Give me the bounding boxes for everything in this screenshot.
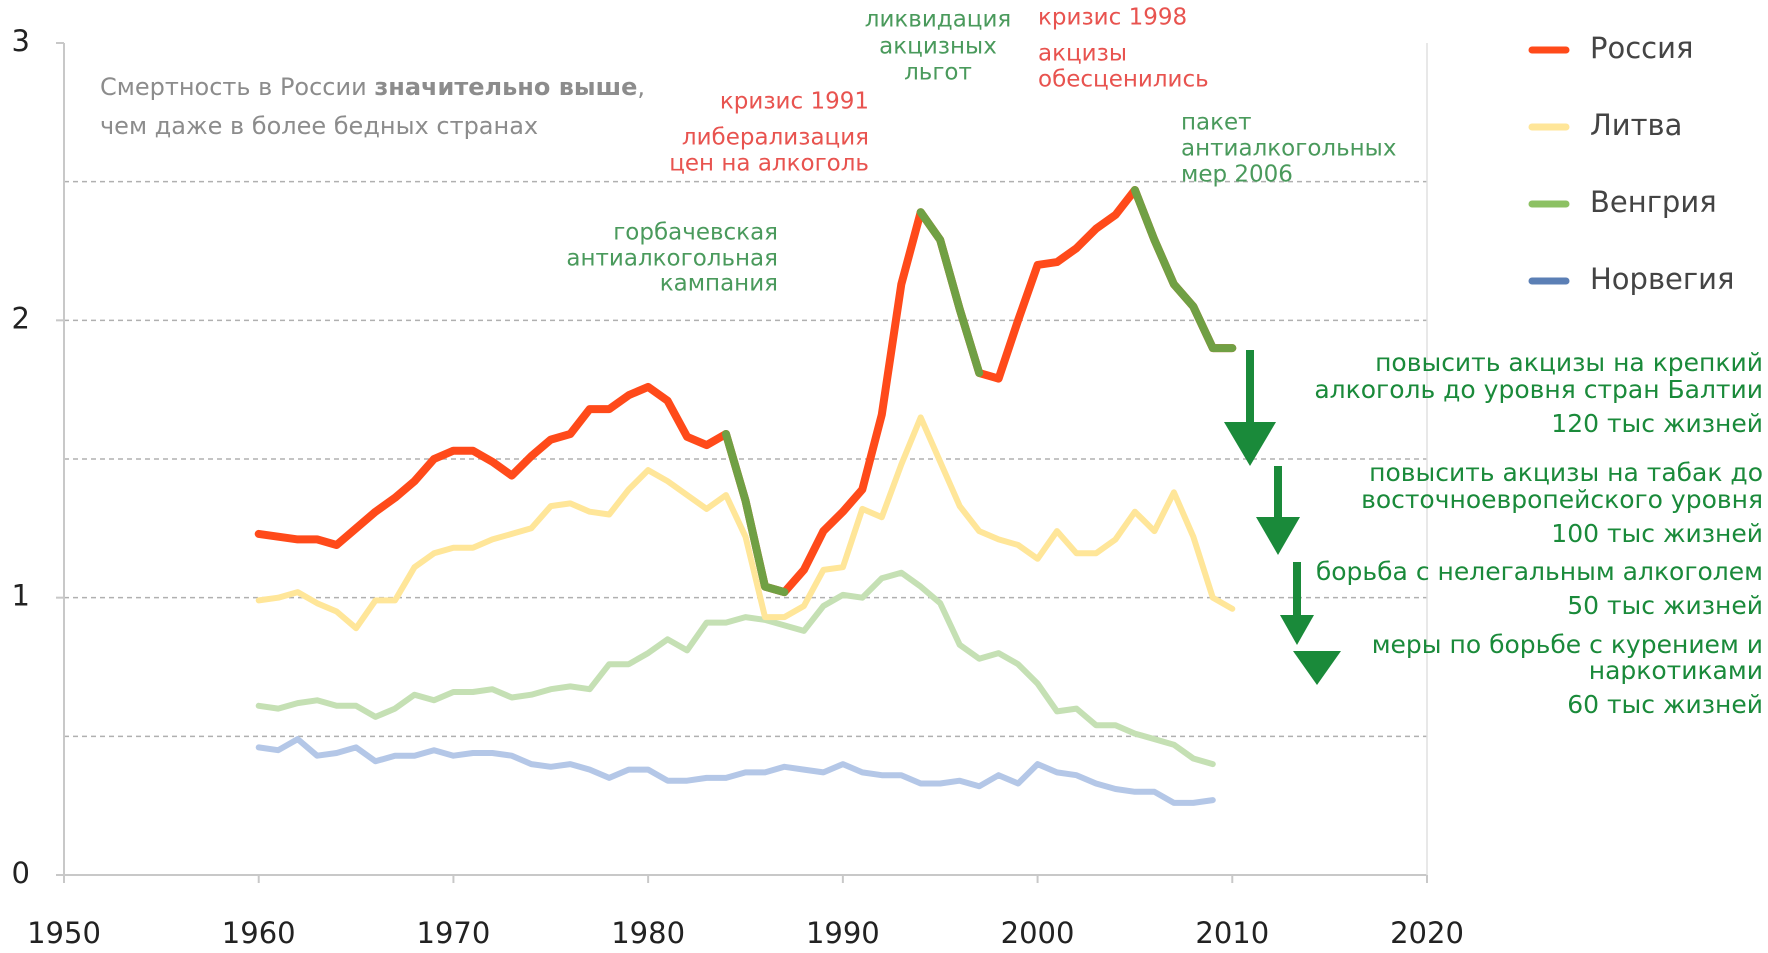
- legend-label: Литва: [1590, 108, 1682, 142]
- x-tick-label: 1960: [222, 916, 296, 950]
- note-bold: значительно выше: [374, 73, 637, 101]
- x-tick-label: 1970: [417, 916, 491, 950]
- measure-lives: 120 тыс жизней: [1551, 409, 1763, 438]
- chart-note: Смертность в России значительно выше,: [100, 73, 645, 101]
- measure-text: повысить акцизы на табак до: [1369, 458, 1763, 487]
- y-tick-label: 1: [12, 579, 30, 613]
- measure-text: борьба с нелегальным алкоголем: [1316, 557, 1763, 586]
- annotation: антиалкогольная: [566, 246, 778, 272]
- annotation: цен на алкоголь: [669, 151, 869, 177]
- annotation: акцизы: [1038, 41, 1127, 67]
- x-tick-label: 2010: [1195, 916, 1269, 950]
- series-highlight: [722, 430, 789, 597]
- annotation: обесценились: [1038, 67, 1209, 93]
- x-tick-label: 1980: [611, 916, 685, 950]
- x-tick-label: 2000: [1001, 916, 1075, 950]
- measure-lives: 100 тыс жизней: [1551, 519, 1763, 548]
- series-line: [255, 736, 1216, 806]
- measure-text: наркотиками: [1589, 656, 1763, 685]
- measure-text: повысить акцизы на крепкий: [1375, 348, 1763, 377]
- annotation: антиалкогольных: [1181, 136, 1396, 162]
- chart-note: чем даже в более бедных странах: [100, 112, 538, 140]
- measure-text: меры по борьбе с курением и: [1372, 630, 1763, 659]
- measure-text: алкоголь до уровня стран Балтии: [1314, 375, 1763, 404]
- x-tick-label: 1990: [806, 916, 880, 950]
- series-highlight: [1130, 186, 1237, 353]
- arrow-head: [1280, 615, 1314, 645]
- annotation: кризис 1998: [1038, 5, 1187, 31]
- annotation: кампания: [660, 271, 778, 297]
- legend-label: Россия: [1590, 31, 1693, 65]
- note-text: Смертность в России: [100, 73, 374, 101]
- x-tick-label: 2020: [1390, 916, 1464, 950]
- measure-lives: 60 тыс жизней: [1567, 690, 1763, 719]
- annotation: льгот: [904, 60, 972, 86]
- series-highlight: [916, 208, 984, 377]
- x-tick-label: 1950: [27, 916, 101, 950]
- measure-lives: 50 тыс жизней: [1567, 591, 1763, 620]
- legend-label: Венгрия: [1590, 185, 1717, 219]
- arrow-head: [1293, 651, 1341, 685]
- annotation: пакет: [1181, 110, 1252, 136]
- note-text: ,: [637, 73, 645, 101]
- annotation: кризис 1991: [720, 89, 869, 115]
- annotation: ликвидация: [865, 7, 1011, 33]
- series-line: [255, 414, 1236, 632]
- annotation: горбачевская: [613, 220, 778, 246]
- y-tick-label: 0: [12, 856, 30, 890]
- arrow-head: [1256, 517, 1300, 555]
- annotation: мер 2006: [1181, 162, 1293, 188]
- series-line: [255, 569, 1216, 768]
- y-tick-label: 2: [12, 301, 30, 335]
- arrow-head: [1224, 422, 1276, 466]
- annotation: акцизных: [879, 34, 997, 60]
- annotation: либерализация: [682, 125, 869, 151]
- y-tick-label: 3: [12, 24, 30, 58]
- measure-text: восточноевропейского уровня: [1361, 485, 1763, 514]
- legend-label: Норвегия: [1590, 262, 1734, 296]
